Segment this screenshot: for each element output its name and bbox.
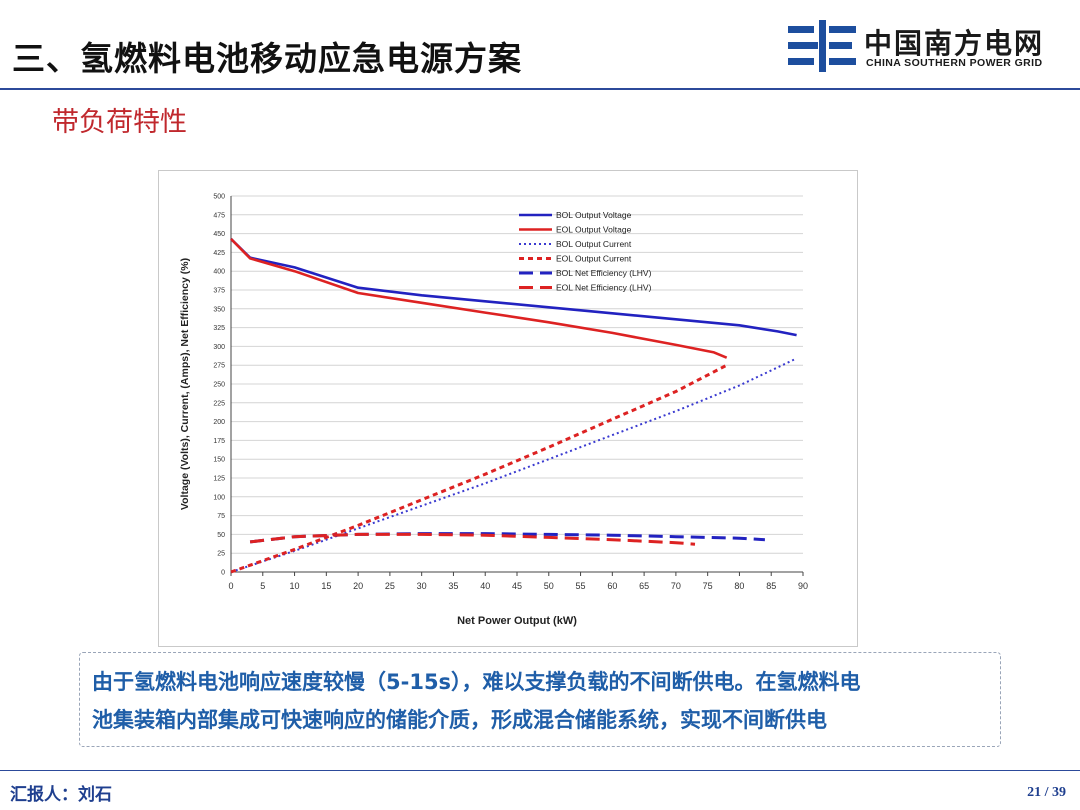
x-tick-label-12: 60 <box>607 581 617 591</box>
x-tick-label-7: 35 <box>448 581 458 591</box>
x-tick-label-3: 15 <box>321 581 331 591</box>
reporter-label: 汇报人：刘石 <box>10 785 112 805</box>
series-line-1 <box>230 237 728 359</box>
logo-name-cn: 中国南方电网 <box>864 27 1045 60</box>
description-line-1: 由于氢燃料电池响应速度较慢（5-15s），难以支撑负载的不间断供电。在氢燃料电 <box>92 670 861 694</box>
legend-label-3: EOL Output Current <box>556 254 632 264</box>
y-tick-label-1: 25 <box>217 551 225 558</box>
logo-name-en: CHINA SOUTHERN POWER GRID <box>866 57 1043 69</box>
legend-label-5: EOL Net Efficiency (LHV) <box>556 283 652 293</box>
x-tick-label-18: 90 <box>798 581 808 591</box>
x-tick-label-11: 55 <box>576 581 586 591</box>
x-tick-label-0: 0 <box>228 581 233 591</box>
line-chart: 0255075100125150175200225250275300325350… <box>179 194 808 628</box>
x-tick-label-1: 5 <box>260 581 265 591</box>
y-tick-label-19: 475 <box>213 212 225 219</box>
x-tick-label-16: 80 <box>734 581 744 591</box>
y-tick-label-14: 350 <box>213 306 225 313</box>
y-tick-label-16: 400 <box>213 269 225 276</box>
series-line-5 <box>249 532 696 546</box>
x-tick-label-9: 45 <box>512 581 522 591</box>
legend-label-0: BOL Output Voltage <box>556 210 632 220</box>
page-number: 21 / 39 <box>1027 785 1066 800</box>
title-divider <box>0 88 1080 90</box>
y-tick-label-15: 375 <box>213 288 225 295</box>
y-tick-label-10: 250 <box>213 382 225 389</box>
y-axis-label: Voltage (Volts), Current, (Amps), Net Ef… <box>179 258 191 510</box>
series-line-2 <box>230 357 798 573</box>
series-line-3 <box>230 363 728 574</box>
x-tick-label-17: 85 <box>766 581 776 591</box>
y-tick-label-4: 100 <box>213 494 225 501</box>
x-tick-label-6: 30 <box>417 581 427 591</box>
x-tick-label-15: 75 <box>703 581 713 591</box>
x-tick-label-8: 40 <box>480 581 490 591</box>
y-tick-label-2: 50 <box>217 532 225 539</box>
footer-divider <box>0 770 1080 771</box>
y-tick-label-9: 225 <box>213 400 225 407</box>
y-tick-label-18: 450 <box>213 231 225 238</box>
y-tick-label-11: 275 <box>213 363 225 370</box>
section-subtitle: 带负荷特性 <box>52 107 187 138</box>
legend-label-4: BOL Net Efficiency (LHV) <box>556 268 652 278</box>
x-tick-label-10: 50 <box>544 581 554 591</box>
y-tick-label-17: 425 <box>213 250 225 257</box>
y-tick-label-13: 325 <box>213 325 225 332</box>
x-tick-label-14: 70 <box>671 581 681 591</box>
company-logo: 中国南方电网 CHINA SOUTHERN POWER GRID <box>788 18 1068 74</box>
legend-label-1: EOL Output Voltage <box>556 225 632 235</box>
legend-label-2: BOL Output Current <box>556 239 632 249</box>
chart-frame: 0 25 50 75 100 125 150 175 200 225 250 275 300 325 350… <box>158 170 858 647</box>
y-tick-label-5: 125 <box>213 476 225 483</box>
y-tick-label-12: 300 <box>213 344 225 351</box>
y-tick-label-3: 75 <box>217 513 225 520</box>
description-box: 由于氢燃料电池响应速度较慢（5-15s），难以支撑负载的不间断供电。在氢燃料电 … <box>79 652 1001 747</box>
series-line-0 <box>230 237 797 337</box>
y-tick-label-6: 150 <box>213 457 225 464</box>
x-tick-label-2: 10 <box>290 581 300 591</box>
page-title: 三、氢燃料电池移动应急电源方案 <box>12 39 522 78</box>
x-tick-label-4: 20 <box>353 581 363 591</box>
y-tick-label-20: 500 <box>213 194 225 201</box>
description-line-2: 池集装箱内部集成可快速响应的储能介质，形成混合储能系统，实现不间断供电 <box>92 708 827 732</box>
y-tick-label-7: 175 <box>213 438 225 445</box>
x-tick-label-5: 25 <box>385 581 395 591</box>
csg-logo-icon <box>788 20 856 72</box>
x-tick-label-13: 65 <box>639 581 649 591</box>
x-axis-label: Net Power Output (kW) <box>457 615 577 627</box>
y-tick-label-8: 200 <box>213 419 225 426</box>
y-tick-label-0: 0 <box>221 570 225 577</box>
